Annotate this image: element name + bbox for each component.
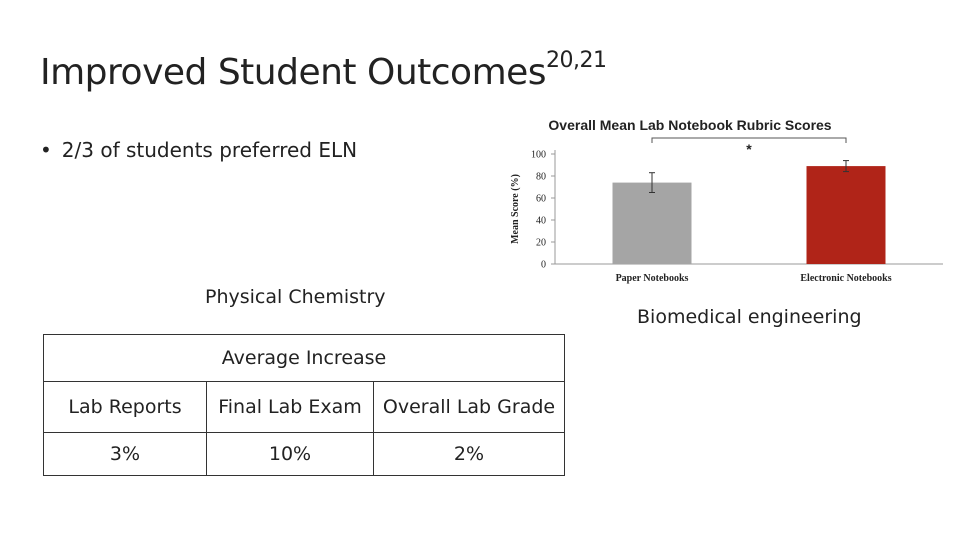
category-label: Electronic Notebooks: [800, 273, 891, 284]
table-group-header: Average Increase: [43, 334, 565, 382]
slide-title-text: Improved Student Outcomes: [40, 52, 547, 93]
bullet-text: 2/3 of students preferred ELN: [61, 138, 358, 162]
slide-title-citation: 20,21: [546, 48, 607, 73]
bullet-item: • 2/3 of students preferred ELN: [40, 138, 357, 162]
bar-paper-notebooks: [612, 182, 692, 264]
biomedical-engineering-caption: Biomedical engineering: [637, 306, 862, 328]
bullet-dot-icon: •: [40, 138, 52, 162]
y-tick-label: 100: [531, 150, 546, 161]
chart-svg: Overall Mean Lab Notebook Rubric Scores 0…: [510, 117, 943, 284]
average-increase-table: Average Increase Lab Reports Final Lab E…: [43, 334, 565, 476]
bar-electronic-notebooks: [806, 166, 886, 264]
table-header-overall-lab-grade: Overall Lab Grade: [373, 381, 565, 433]
chart-title: Overall Mean Lab Notebook Rubric Scores: [548, 117, 831, 133]
y-tick-label: 40: [536, 216, 546, 227]
slide-title: Improved Student Outcomes20,21: [40, 48, 607, 93]
rubric-score-chart: Overall Mean Lab Notebook Rubric Scores 0…: [495, 110, 950, 290]
table-cell-lab-reports: 3%: [43, 432, 207, 476]
y-axis-label: Mean Score (%): [510, 174, 521, 244]
y-tick-label: 60: [536, 194, 546, 205]
physical-chemistry-caption: Physical Chemistry: [205, 286, 386, 308]
y-tick-label: 20: [536, 238, 546, 249]
category-label: Paper Notebooks: [616, 273, 689, 284]
table-header-lab-reports: Lab Reports: [43, 381, 207, 433]
significance-marker: *: [746, 141, 752, 157]
table-cell-overall-lab-grade: 2%: [373, 432, 565, 476]
y-tick-label: 0: [541, 260, 546, 271]
table-header-final-lab-exam: Final Lab Exam: [206, 381, 374, 433]
significance-bracket: [651, 137, 847, 143]
table-cell-final-lab-exam: 10%: [206, 432, 374, 476]
y-tick-label: 80: [536, 172, 546, 183]
